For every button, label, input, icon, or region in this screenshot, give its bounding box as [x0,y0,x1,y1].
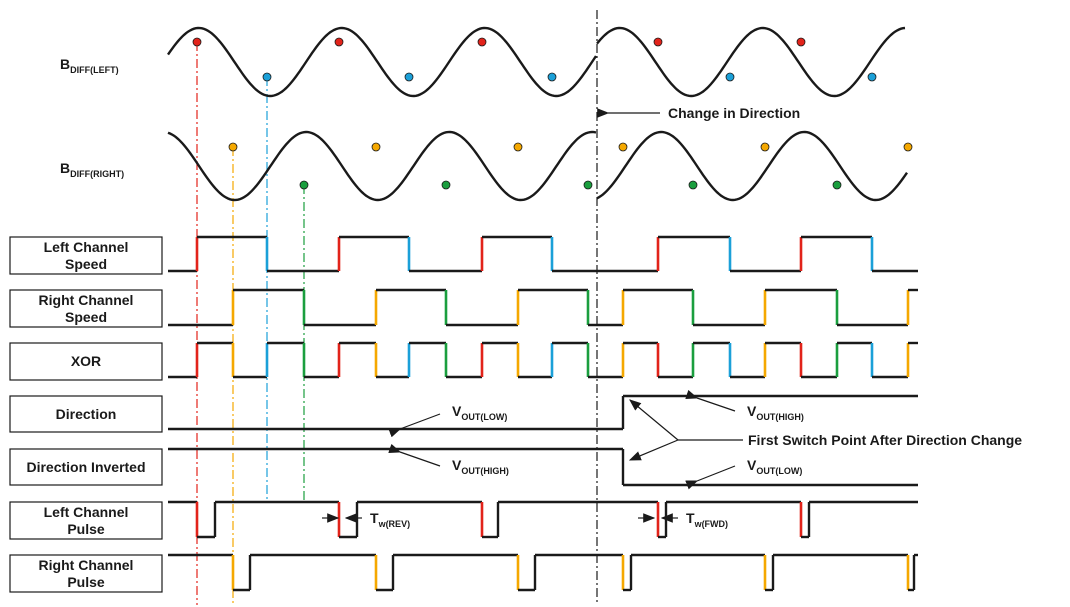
bdiff-left-wave-forward [167,26,597,98]
digital-signals [168,235,918,592]
box-direction-inverted: Direction Inverted [9,448,163,486]
vout-low-2-arrow [685,465,736,490]
vout-high-2-arrow [685,389,736,412]
box-right-speed-line2: Speed [65,309,107,325]
box-left-pulse: Left Channel Pulse [9,501,163,540]
first-switch-label: First Switch Point After Direction Chang… [748,432,1022,448]
box-right-pulse-line1: Right Channel [39,557,134,573]
waveforms [167,26,908,202]
bdiff-right-label: BDIFF(RIGHT) [60,160,124,179]
box-left-pulse-line1: Left Channel [44,504,129,520]
box-left-speed: Left Channel Speed [9,236,163,275]
vout-high-1-label: VOUT(HIGH) [452,457,509,476]
crossing-dot-19 [832,180,842,190]
crossing-dot-1 [262,72,272,82]
first-switch-arrow-down [628,439,679,461]
vout-high-1-arrow [388,443,441,467]
box-right-speed: Right Channel Speed [9,289,163,328]
vout-high-2-label: VOUT(HIGH) [747,403,804,422]
crossing-dot-10 [228,142,238,152]
box-direction-label: Direction [56,406,117,422]
vout-low-1-arrow [388,413,441,438]
tw-rev-label: Tw(REV) [370,510,410,529]
crossing-dot-3 [404,72,414,82]
crossing-dot-0 [192,37,202,47]
crossing-dot-20 [903,142,913,152]
crossing-dot-6 [653,37,663,47]
crossing-dot-11 [299,180,309,190]
crossing-dot-17 [688,180,698,190]
first-switch-arrow-up [629,399,679,441]
crossing-dot-8 [796,37,806,47]
crossing-dot-12 [371,142,381,152]
box-direction: Direction [9,395,163,433]
crossing-dot-18 [760,142,770,152]
box-right-pulse: Right Channel Pulse [9,554,163,593]
vout-low-2-label: VOUT(LOW) [747,457,802,476]
crossing-dot-5 [547,72,557,82]
vertical-guide-lines [196,10,598,605]
crossing-dot-4 [477,37,487,47]
bdiff-right-wave-forward [167,130,597,202]
box-right-pulse-line2: Pulse [67,574,105,590]
crossing-markers [192,37,913,190]
crossing-dot-2 [334,37,344,47]
bdiff-left-label: BDIFF(LEFT) [60,56,119,75]
box-xor: XOR [9,342,163,381]
crossing-dot-14 [513,142,523,152]
crossing-dot-15 [583,180,593,190]
change-direction-label: Change in Direction [668,105,800,121]
box-left-pulse-line2: Pulse [67,521,105,537]
crossing-dot-13 [441,180,451,190]
bdiff-left-wave-reverse [596,26,906,98]
box-direction-inverted-label: Direction Inverted [26,459,145,475]
box-right-speed-line1: Right Channel [39,292,134,308]
box-left-speed-line1: Left Channel [44,239,129,255]
box-left-speed-line2: Speed [65,256,107,272]
box-xor-label: XOR [71,353,101,369]
crossing-dot-9 [867,72,877,82]
bdiff-right-wave-reverse [596,130,908,202]
crossing-dot-7 [725,72,735,82]
tw-fwd-label: Tw(FWD) [686,510,728,529]
crossing-dot-16 [618,142,628,152]
vout-low-1-label: VOUT(LOW) [452,403,507,422]
